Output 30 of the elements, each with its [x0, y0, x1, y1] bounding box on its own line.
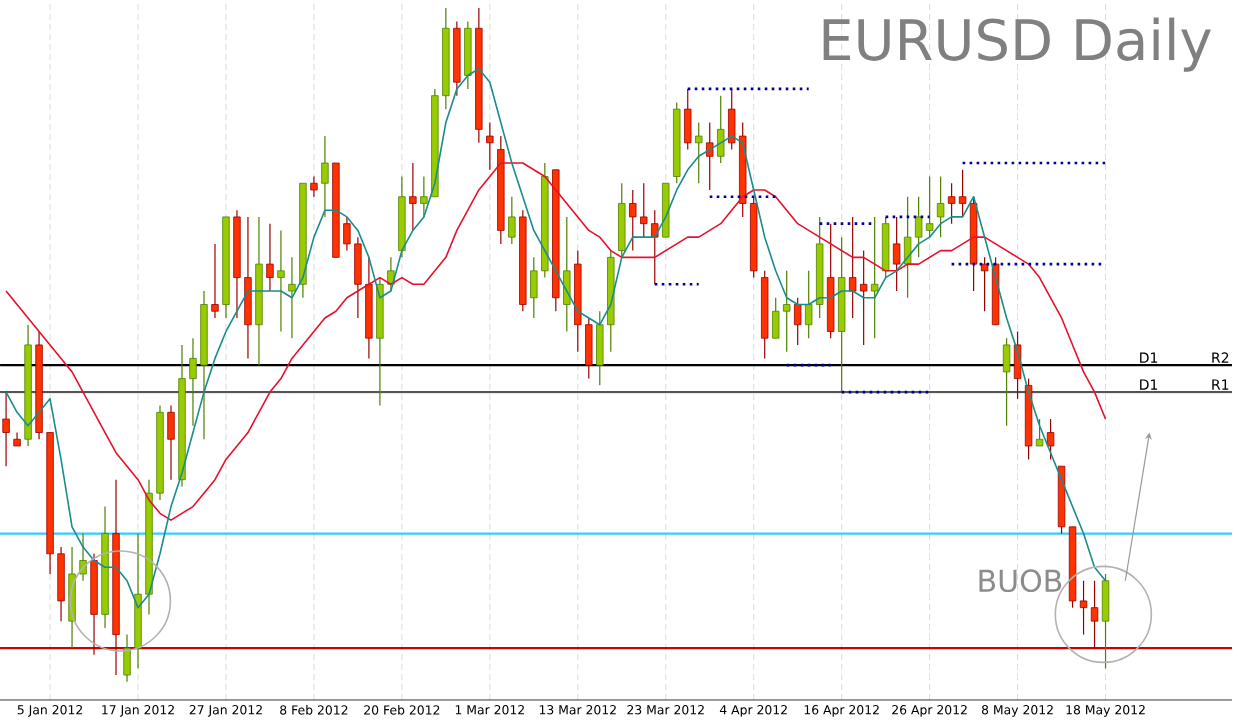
candlestick	[706, 122, 714, 191]
candlestick	[936, 175, 945, 238]
candlestick	[1002, 337, 1011, 427]
candlestick	[508, 196, 516, 245]
candlestick	[2, 391, 10, 467]
annotation: BUOB	[979, 569, 1062, 593]
candlestick	[892, 216, 901, 292]
candlestick	[288, 256, 296, 339]
candlestick	[684, 88, 692, 151]
candlestick	[1101, 573, 1110, 669]
candlestick	[793, 297, 802, 346]
candlestick	[277, 229, 285, 333]
candlestick	[870, 216, 879, 339]
candlestick	[409, 162, 417, 231]
candlestick	[211, 243, 219, 319]
candlestick	[486, 122, 494, 171]
candlestick	[167, 404, 175, 481]
candlestick	[618, 182, 626, 258]
candlestick	[1035, 418, 1044, 447]
chart-title: EURUSD Daily	[823, 17, 1211, 72]
candlestick	[563, 216, 571, 333]
candlestick	[310, 175, 318, 198]
candlestick	[464, 20, 472, 90]
candlestick	[1013, 330, 1022, 400]
candlestick	[1046, 418, 1055, 461]
candlestick	[717, 95, 725, 164]
candlestick	[266, 223, 274, 292]
candlestick	[881, 216, 890, 279]
candlestick	[321, 135, 329, 218]
candlestick	[695, 122, 703, 184]
